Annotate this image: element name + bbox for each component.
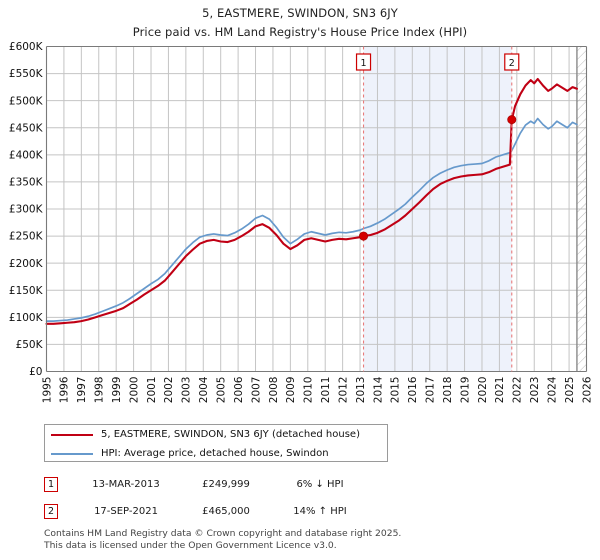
x-axis-tick-label: 2008 (268, 377, 280, 404)
legend-swatch-blue-line-icon (51, 452, 93, 455)
x-axis-tick-label: 2020 (477, 377, 489, 404)
page-title: 5, EASTMERE, SWINDON, SN3 6JY (202, 6, 398, 20)
no-data-hatch-group (576, 46, 587, 372)
y-axis-tick-label: £350K (9, 177, 44, 189)
y-axis-tick-label: £500K (9, 95, 44, 107)
x-axis-tick-label: 2015 (390, 377, 402, 404)
x-axis-tick-label: 2006 (233, 376, 245, 403)
footer-licence-line: This data is licensed under the Open Gov… (44, 539, 337, 551)
x-axis-tick-label: 2016 (407, 376, 419, 403)
x-axis-tick-label: 1999 (111, 377, 123, 404)
x-axis-tick-label: 2019 (459, 377, 471, 404)
x-axis-tick-label: 2022 (512, 377, 524, 404)
y-axis-tick-label: £250K (9, 231, 44, 243)
footer-copyright-line: Contains HM Land Registry data © Crown c… (44, 528, 402, 539)
legend-item-hpi: HPI: Average price, detached house, Swin… (45, 444, 387, 463)
y-axis-tick-label: £550K (9, 68, 44, 80)
x-axis-tick-label: 2004 (198, 376, 210, 403)
sale-date-1: 13-MAR-2013 (92, 478, 160, 490)
x-axis-tick-label: 2012 (337, 377, 349, 404)
axis-group (45, 45, 588, 373)
x-axis-tick-label: 2003 (181, 377, 193, 404)
chart-title-block: 5, EASTMERE, SWINDON, SN3 6JY Price paid… (0, 0, 600, 39)
y-axis-tick-label: £300K (9, 204, 44, 216)
sale-record-row-1[interactable]: 1 13-MAR-2013 £249,999 6% ↓ HPI (44, 473, 368, 495)
sale-marker-number-2: 2 (44, 503, 58, 519)
sale-marker-dot[interactable] (359, 231, 369, 241)
sale-marker-box[interactable] (504, 53, 520, 71)
price-history-chart[interactable]: £0 £50K £100K £150K £200K £250K £300K £350K £400… (0, 0, 600, 420)
y-axis-tick-label: £600K (9, 41, 44, 53)
no-data-hatch-region (576, 46, 587, 372)
sale-date-2: 17-SEP-2021 (94, 505, 158, 517)
sale-hpi-delta-2: 14% ↑ HPI (293, 505, 347, 517)
x-axis-tick-label: 2026 (581, 376, 593, 403)
y-axis-tick-label: £200K (9, 258, 44, 270)
x-axis-tick-label: 2021 (494, 377, 506, 404)
x-axis-tick-label: 1997 (76, 377, 88, 404)
y-axis-tick-label: £400K (9, 149, 44, 161)
y-axis-tick-label: £150K (9, 285, 44, 297)
x-axis-tick-label: 2017 (425, 377, 437, 404)
legend-label-hpi: HPI: Average price, detached house, Swin… (101, 448, 329, 459)
series-line-property (45, 77, 578, 325)
sale-marker-box-label: 2 (509, 58, 515, 69)
x-axis-tick-label: 2001 (146, 377, 158, 404)
sale-record-row-2[interactable]: 2 17-SEP-2021 £465,000 14% ↑ HPI (44, 500, 368, 522)
x-axis-tick-label: 2023 (529, 377, 541, 404)
x-axis-tick-label: 2000 (128, 377, 140, 404)
y-axis-tick-label: £50K (16, 339, 44, 351)
x-axis-tick-label: 2002 (163, 377, 175, 404)
y-axis-tick-label: £0 (29, 366, 42, 378)
series-group (45, 77, 578, 325)
x-axis-tick-label: 2013 (355, 377, 367, 404)
sale-price-2: £465,000 (202, 505, 250, 517)
sale-marker-number-1: 1 (44, 476, 58, 492)
chart-legend: 5, EASTMERE, SWINDON, SN3 6JY (detached … (44, 424, 388, 462)
sale-price-1: £249,999 (202, 478, 250, 490)
x-axis-tick-label: 1998 (94, 377, 106, 404)
y-axis-tick-label: £100K (9, 312, 44, 324)
x-axis-tick-label: 2010 (303, 377, 315, 404)
y-axis-tick-label: £450K (9, 122, 44, 134)
legend-label-property: 5, EASTMERE, SWINDON, SN3 6JY (detached … (101, 429, 360, 440)
x-axis-tick-label: 1996 (59, 376, 71, 403)
x-axis-tick-label: 2007 (250, 377, 262, 404)
legend-swatch-red-line-icon (51, 433, 93, 436)
legend-item-property: 5, EASTMERE, SWINDON, SN3 6JY (detached … (45, 425, 387, 444)
x-axis-tick-label: 2018 (442, 377, 454, 404)
x-axis-labels: 1995 1996 1997 1998 1999 2000 2001 2002 2003 2004… (41, 376, 593, 403)
x-axis-tick-label: 2005 (215, 377, 227, 404)
gridlines-group (46, 46, 587, 372)
y-axis-labels: £0 £50K £100K £150K £200K £250K £300K £350K £400… (9, 41, 44, 378)
sale-marker-dot[interactable] (507, 115, 517, 125)
x-axis-tick-label: 2014 (372, 376, 384, 403)
sale-hpi-delta-1: 6% ↓ HPI (296, 478, 344, 490)
x-axis-tick-label: 2009 (285, 377, 297, 404)
series-line-hpi (45, 117, 578, 322)
x-axis-tick-label: 2024 (546, 376, 558, 403)
x-axis-tick-label: 2011 (320, 377, 332, 404)
x-axis-tick-label: 2025 (564, 377, 576, 404)
sale-marker-box[interactable] (355, 53, 372, 71)
sale-marker-box-label: 1 (361, 58, 367, 69)
page-subtitle: Price paid vs. HM Land Registry's House … (132, 25, 468, 39)
attribution-footer: Contains HM Land Registry data © Crown c… (44, 528, 564, 551)
x-axis-tick-label: 1995 (41, 377, 53, 404)
